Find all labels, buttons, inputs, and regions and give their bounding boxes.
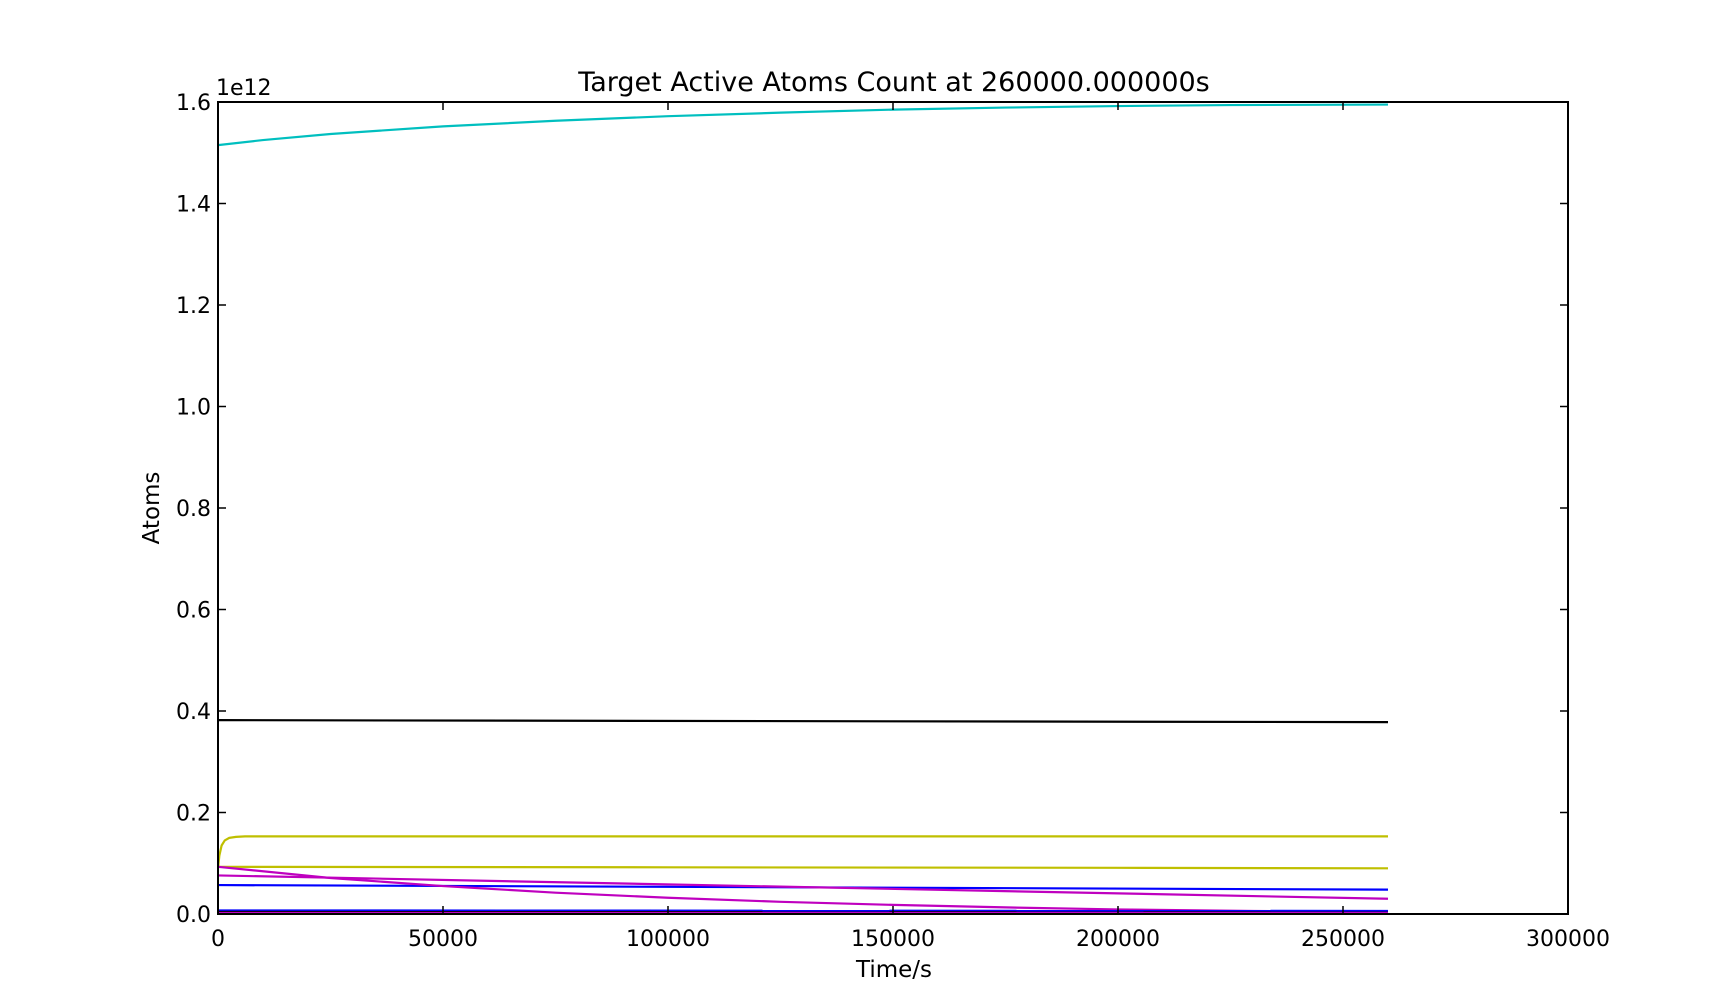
y-axis-offset-label: 1e12	[216, 76, 272, 101]
x-tick-label: 300000	[1526, 927, 1610, 952]
y-tick-label: 1.6	[176, 91, 211, 116]
series-line-1	[217, 103, 1389, 147]
tick-layer: 0 50000 100000 150000 200000 250000 300000 0.0 0…	[176, 91, 1610, 952]
y-tick-label: 1.0	[176, 396, 211, 421]
chart-title: Target Active Atoms Count at 260000.0000…	[577, 67, 1210, 98]
y-tick-label: 0.6	[176, 599, 211, 624]
y-tick-label: 0.8	[176, 497, 211, 522]
x-tick-label: 250000	[1301, 927, 1385, 952]
y-tick-label: 0.0	[176, 903, 211, 928]
series-line-2	[217, 719, 1389, 724]
y-tick-label: 1.2	[176, 294, 211, 319]
plot-frame	[217, 101, 1569, 915]
x-axis-label: Time/s	[855, 957, 932, 983]
series-line-8	[217, 909, 1389, 913]
y-axis-label: Atoms	[139, 472, 165, 545]
y-tick-label: 0.2	[176, 802, 211, 827]
y-tick-label: 0.4	[176, 700, 211, 725]
x-tick-label: 50000	[408, 927, 478, 952]
series-line-3	[216, 835, 1388, 869]
y-tick-label: 1.4	[176, 193, 211, 218]
series-line-6	[217, 874, 1389, 900]
x-tick-label: 100000	[626, 927, 710, 952]
series-layer	[216, 103, 1389, 915]
x-tick-label: 200000	[1076, 927, 1160, 952]
x-tick-label: 0	[211, 927, 225, 952]
series-line-4	[217, 865, 1389, 870]
x-tick-label: 150000	[851, 927, 935, 952]
